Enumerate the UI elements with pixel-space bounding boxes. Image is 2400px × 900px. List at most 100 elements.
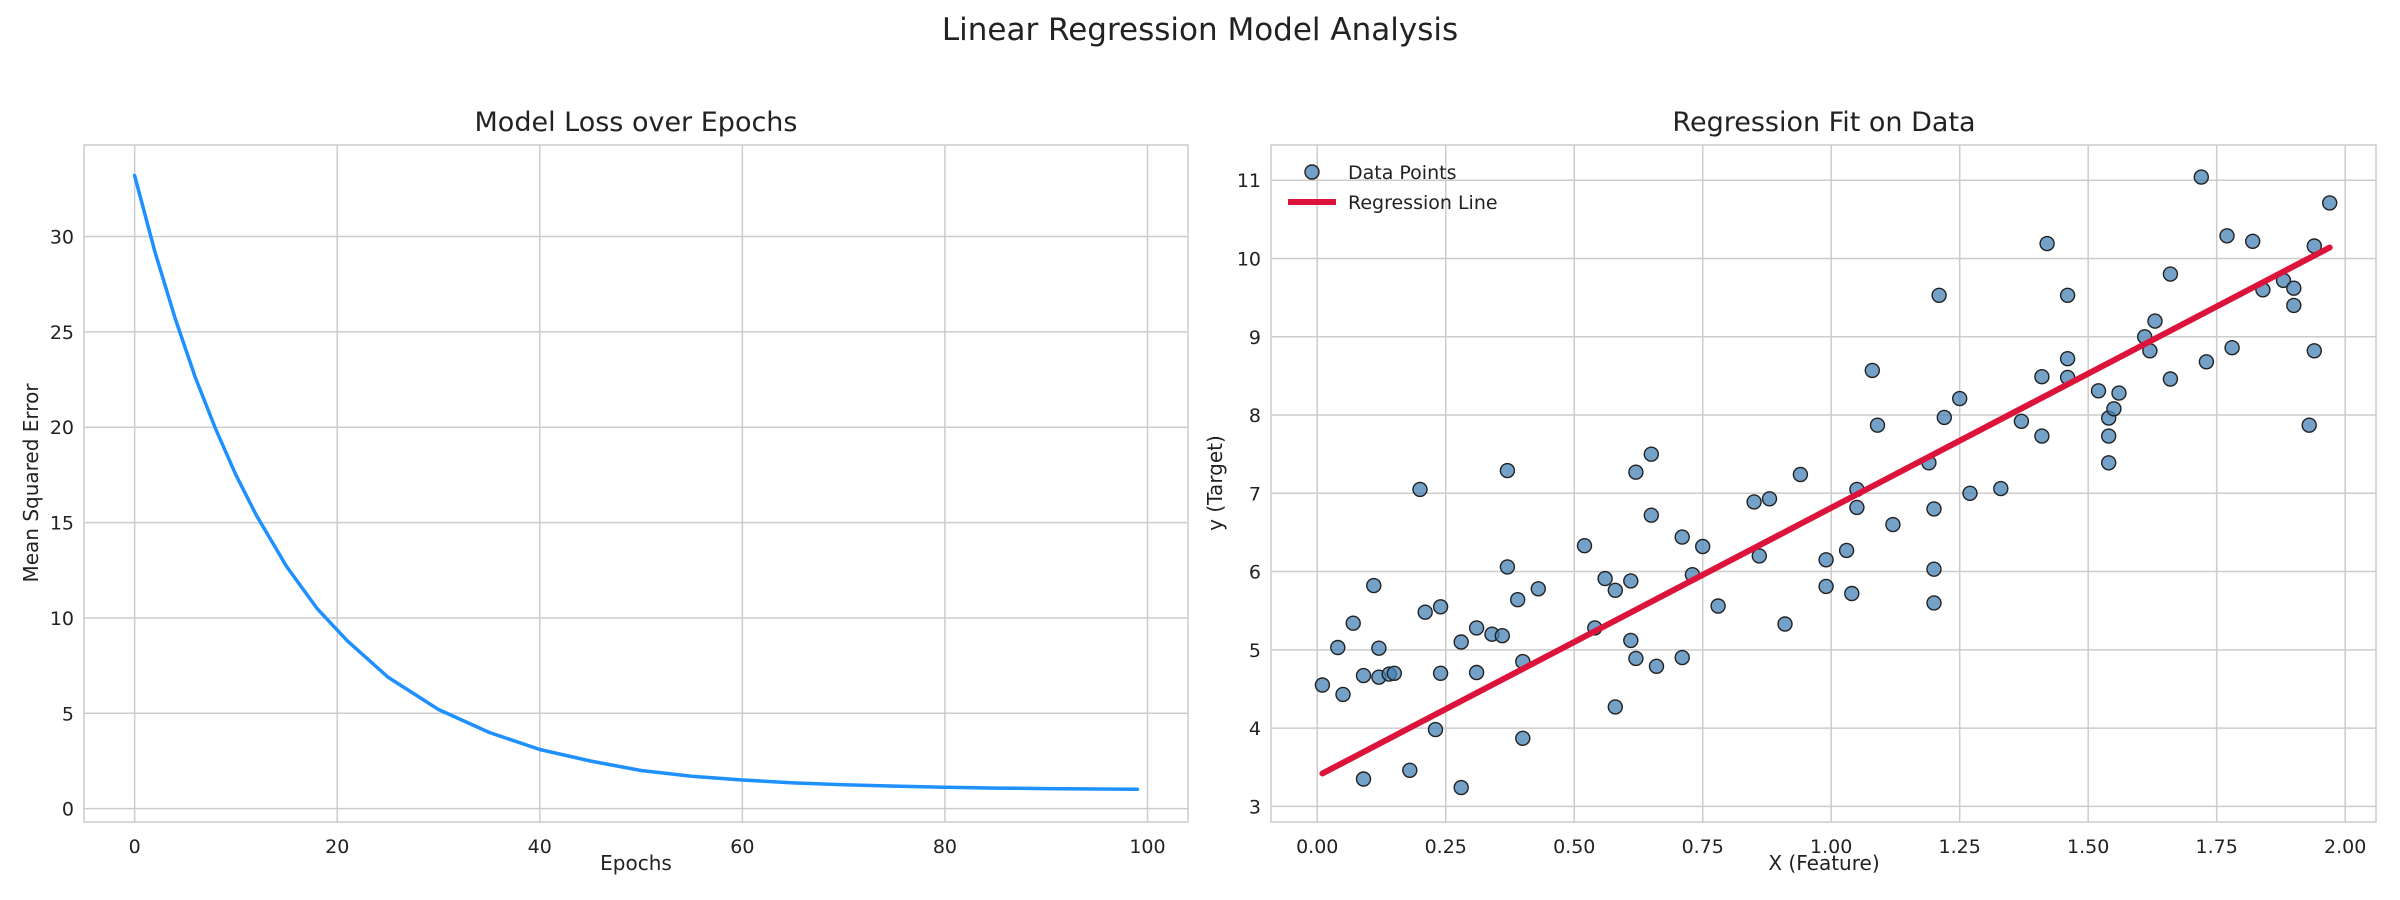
loss-chart-x-tick-label: 0 [129, 836, 141, 858]
regression-chart-data-point [1951, 390, 1968, 407]
regression-chart-x-tick-label: 1.25 [1939, 836, 1981, 858]
regression-chart-data-point [1412, 481, 1428, 498]
regression-chart-x-label: X (Feature) [1768, 851, 1879, 875]
regression-chart-y-tick-label: 10 [1237, 248, 1261, 270]
regression-chart-data-point [1818, 578, 1834, 595]
regression-chart-data-point [1674, 649, 1690, 666]
regression-chart-data-point [2286, 297, 2302, 314]
regression-chart-data-point [1494, 628, 1511, 644]
regression-chart-data-point [1386, 665, 1403, 681]
regression-chart-frame [1270, 144, 2377, 823]
regression-chart-data-point [2013, 413, 2030, 429]
regression-chart-data-point [1427, 721, 1444, 738]
regression-chart-data-point [1710, 598, 1726, 614]
loss-chart: Model Loss over Epochs Epochs Mean Squar… [19, 107, 1189, 875]
regression-chart-y-tick-label: 6 [1249, 562, 1261, 584]
regression-chart-data-point [1844, 585, 1860, 602]
regression-chart-data-point [2059, 351, 2076, 367]
loss-chart-x-tick-label: 40 [528, 836, 552, 858]
regression-chart-data-point [1417, 604, 1433, 620]
regression-chart-data-point [1962, 485, 1978, 501]
regression-chart-data-point [1499, 559, 1516, 575]
regression-chart-legend-label: Data Points [1348, 162, 1456, 184]
regression-chart-x-tick-label: 0.25 [1425, 836, 1467, 858]
regression-chart-data-point [2244, 233, 2261, 250]
loss-chart-y-tick-label: 30 [50, 227, 74, 249]
loss-chart-y-tick-label: 0 [62, 799, 74, 821]
regression-chart-data-point [1530, 581, 1547, 597]
regression-chart-data-point [1761, 491, 1778, 507]
regression-chart-legend-label: Regression Line [1348, 192, 1498, 214]
regression-chart-x-tick-label: 0.50 [1553, 836, 1595, 858]
regression-chart-data-point [2301, 417, 2317, 433]
loss-chart-plot-area [84, 145, 1188, 822]
regression-chart-data-point [2286, 280, 2302, 296]
regression-chart-x-tick-label: 2.00 [2324, 836, 2366, 858]
regression-chart-data-point [1869, 417, 1886, 433]
regression-chart-data-point [1453, 779, 1469, 796]
loss-chart-y-tick-label: 15 [50, 513, 74, 535]
regression-chart-x-tick-label: 1.00 [1810, 836, 1852, 858]
regression-chart-y-tick-label: 7 [1249, 483, 1261, 505]
loss-chart-x-tick-label: 100 [1129, 836, 1165, 858]
regression-chart-data-point [1777, 616, 1793, 632]
regression-chart-data-point [1345, 615, 1361, 631]
regression-chart-data-point [1402, 762, 1418, 778]
regression-chart-data-point [1864, 362, 1881, 379]
regression-chart-y-label: y (Target) [1203, 435, 1227, 531]
regression-chart-data-point [2100, 455, 2117, 471]
regression-chart-data-point [2193, 169, 2210, 185]
regression-chart-regression-line [1319, 244, 2333, 777]
regression-chart-plot-area [1271, 145, 2376, 822]
regression-chart: Regression Fit on Data X (Feature) y (Ta… [1203, 107, 2377, 875]
regression-chart-data-point [1515, 730, 1531, 746]
loss-chart-x-tick-label: 20 [325, 836, 349, 858]
regression-chart-data-point [1355, 667, 1372, 684]
loss-chart-y-tick-label: 5 [62, 703, 74, 725]
regression-chart-data-point [2111, 385, 2127, 401]
loss-chart-x-tick-label: 80 [933, 836, 957, 858]
regression-chart-y-tick-label: 8 [1249, 405, 1261, 427]
loss-chart-y-tick-label: 20 [50, 417, 74, 439]
regression-chart-data-point [1432, 665, 1449, 681]
loss-chart-frame [83, 144, 1189, 823]
regression-chart-data-point [2059, 287, 2076, 303]
regression-chart-data-point [1432, 599, 1449, 615]
regression-chart-y-tick-label: 5 [1249, 640, 1261, 662]
regression-chart-title: Regression Fit on Data [1672, 107, 1975, 138]
regression-chart-data-point [1694, 538, 1711, 555]
regression-chart-y-tick-label: 4 [1249, 718, 1261, 740]
regression-chart-data-point [1818, 552, 1834, 568]
regression-chart-data-point [1607, 699, 1624, 715]
regression-chart-data-point [1936, 409, 1953, 426]
loss-chart-title: Model Loss over Epochs [475, 107, 798, 138]
regression-chart-data-point [2219, 228, 2235, 244]
regression-chart-data-point [1643, 446, 1660, 462]
regression-chart-data-point [1371, 640, 1387, 656]
regression-chart-data-point [1648, 658, 1665, 674]
regression-chart-data-point [1751, 548, 1768, 564]
regression-chart-data-point [1926, 561, 1942, 577]
regression-chart-data-point [1330, 639, 1346, 656]
regression-chart-data-point [1746, 494, 1762, 510]
loss-chart-y-tick-label: 10 [50, 608, 74, 630]
regression-chart-data-point [2321, 195, 2338, 211]
regression-chart-data-point [1453, 634, 1469, 650]
regression-chart-data-point [1597, 570, 1613, 587]
regression-chart-data-point [1926, 501, 1942, 517]
regression-chart-data-point [2198, 354, 2215, 370]
regression-chart-data-point [2224, 340, 2240, 356]
regression-chart-x-tick-label: 1.50 [2067, 836, 2109, 858]
regression-chart-data-point [2162, 371, 2179, 387]
regression-chart-data-point [1628, 464, 1644, 480]
loss-chart-x-label: Epochs [600, 851, 672, 875]
regression-chart-data-point [1674, 529, 1690, 545]
regression-chart-data-point [2039, 235, 2055, 252]
regression-chart-data-point [1623, 573, 1639, 589]
regression-chart-data-point [1643, 507, 1660, 523]
regression-chart-data-point [2034, 428, 2050, 444]
regression-chart-data-point [1576, 538, 1593, 554]
regression-chart-data-point [2162, 266, 2179, 282]
regression-chart-data-point [1355, 771, 1372, 787]
